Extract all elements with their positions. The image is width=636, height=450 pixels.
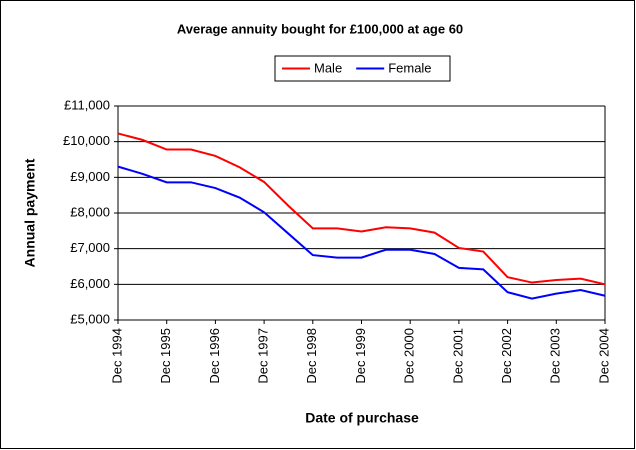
legend-label: Male [314, 60, 342, 75]
y-tick-label: £11,000 [64, 97, 110, 112]
legend-label: Female [388, 60, 431, 75]
x-tick-label: Dec 1996 [207, 328, 222, 384]
x-tick-label: Dec 1997 [256, 328, 271, 384]
y-tick-label: £10,000 [63, 133, 110, 148]
y-tick-label: £5,000 [70, 311, 110, 326]
line-series [117, 132, 606, 286]
x-tick-label: Dec 2004 [596, 328, 611, 384]
y-tick-label: £9,000 [70, 169, 110, 184]
y-tick-label: £8,000 [70, 204, 110, 219]
x-axis-label: Date of purchase [305, 410, 419, 426]
x-tick-label: Dec 2002 [499, 328, 514, 384]
x-tick-label: Dec 1995 [158, 328, 173, 384]
x-tick-label: Dec 1994 [109, 328, 124, 384]
y-tick-label: £7,000 [70, 240, 110, 255]
line-series [117, 165, 606, 300]
x-tick-label: Dec 2001 [450, 328, 465, 384]
x-tick-label: Dec 2003 [548, 328, 563, 384]
y-tick-label: £6,000 [70, 276, 110, 291]
x-tick-label: Dec 2000 [402, 328, 417, 384]
chart-title: Average annuity bought for £100,000 at a… [177, 21, 463, 36]
x-tick-label: Dec 1998 [304, 328, 319, 384]
y-axis-label: Annual payment [22, 158, 38, 267]
x-tick-label: Dec 1999 [353, 328, 368, 384]
